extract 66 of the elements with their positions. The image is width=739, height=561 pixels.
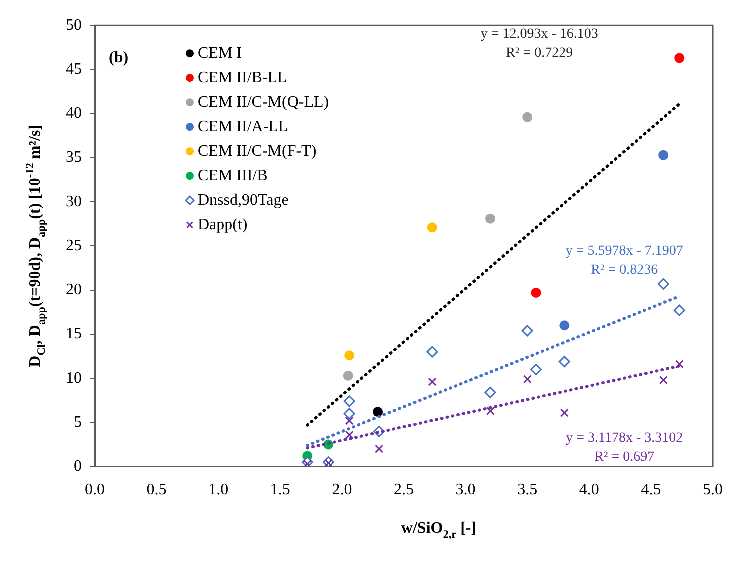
point (659, 376, 668, 385)
point (658, 278, 670, 290)
y-tick-label: 5 (74, 414, 82, 431)
x-tick-label: 4.0 (579, 482, 600, 499)
annotation: y = 5.5978x - 7.1907 (566, 244, 684, 260)
legend-label: CEM II/B-LL (198, 69, 288, 86)
point (373, 407, 384, 418)
point (344, 350, 355, 361)
point (343, 370, 354, 381)
annotation: (b) (109, 50, 129, 67)
legend-label: CEM III/B (198, 167, 268, 184)
y-tick-label: 10 (66, 370, 82, 387)
point (675, 360, 684, 369)
point (345, 430, 354, 440)
point (427, 222, 438, 233)
y-tick-label: 0 (74, 458, 82, 476)
legend-label: CEM II/A-LL (198, 118, 288, 136)
annotation: y = 3.1178x - 3.3102 (566, 430, 684, 446)
y-tick-label: 15 (66, 326, 82, 343)
annotation: R² = 0.697 (594, 450, 655, 465)
y-tick-label: 20 (66, 282, 82, 299)
point (530, 364, 542, 376)
legend-label: CEM I (198, 44, 242, 62)
point (674, 53, 685, 64)
x-tick-label: 2.5 (394, 482, 414, 499)
text: DCl, Dapp(t=90d), Dapp(t) [10-12 m²/s] (24, 125, 48, 368)
y-tick-label: 35 (66, 149, 82, 166)
point (484, 386, 496, 398)
point (486, 406, 495, 416)
point (522, 325, 534, 337)
x-tick-label: 0.5 (146, 482, 167, 499)
y-tick-label: 25 (66, 237, 82, 254)
legend-label: Dapp(t) (198, 216, 248, 234)
y-tick-label: 45 (66, 60, 82, 78)
point (560, 320, 570, 331)
point (558, 356, 570, 368)
x-tick-label: 0.0 (85, 482, 105, 499)
y-tick-label: 30 (66, 193, 82, 210)
point (374, 444, 384, 454)
point (344, 396, 356, 408)
y-tick-label: 40 (66, 105, 82, 122)
point (486, 214, 496, 224)
point (531, 288, 542, 298)
point (658, 150, 669, 160)
point (674, 304, 686, 316)
annotation: y = 12.093x - 16.103 (480, 26, 598, 42)
x-tick-label: 5.0 (703, 482, 723, 499)
x-tick-label: 1.0 (208, 482, 229, 499)
point (560, 408, 569, 418)
point (522, 112, 533, 122)
x-tick-label: 1.5 (270, 482, 290, 499)
legend-label: Dnssd,90Tage (198, 192, 289, 209)
y-tick-label: 50 (66, 16, 82, 34)
point (345, 416, 354, 426)
x-tick-label: 3.5 (518, 482, 538, 499)
x-tick-label: 2.0 (332, 482, 352, 499)
legend-label: CEM II/C-M(F-T) (198, 142, 317, 160)
point (426, 346, 438, 358)
x-tick-label: 3.0 (456, 482, 476, 499)
legend-label: CEM II/C-M(Q-LL) (198, 94, 330, 111)
x-tick-label: 4.5 (641, 482, 662, 499)
point (428, 378, 437, 386)
annotation: R² = 0.7229 (506, 46, 574, 61)
point (344, 408, 356, 420)
point (523, 375, 532, 384)
annotation: R² = 0.8236 (591, 263, 658, 278)
